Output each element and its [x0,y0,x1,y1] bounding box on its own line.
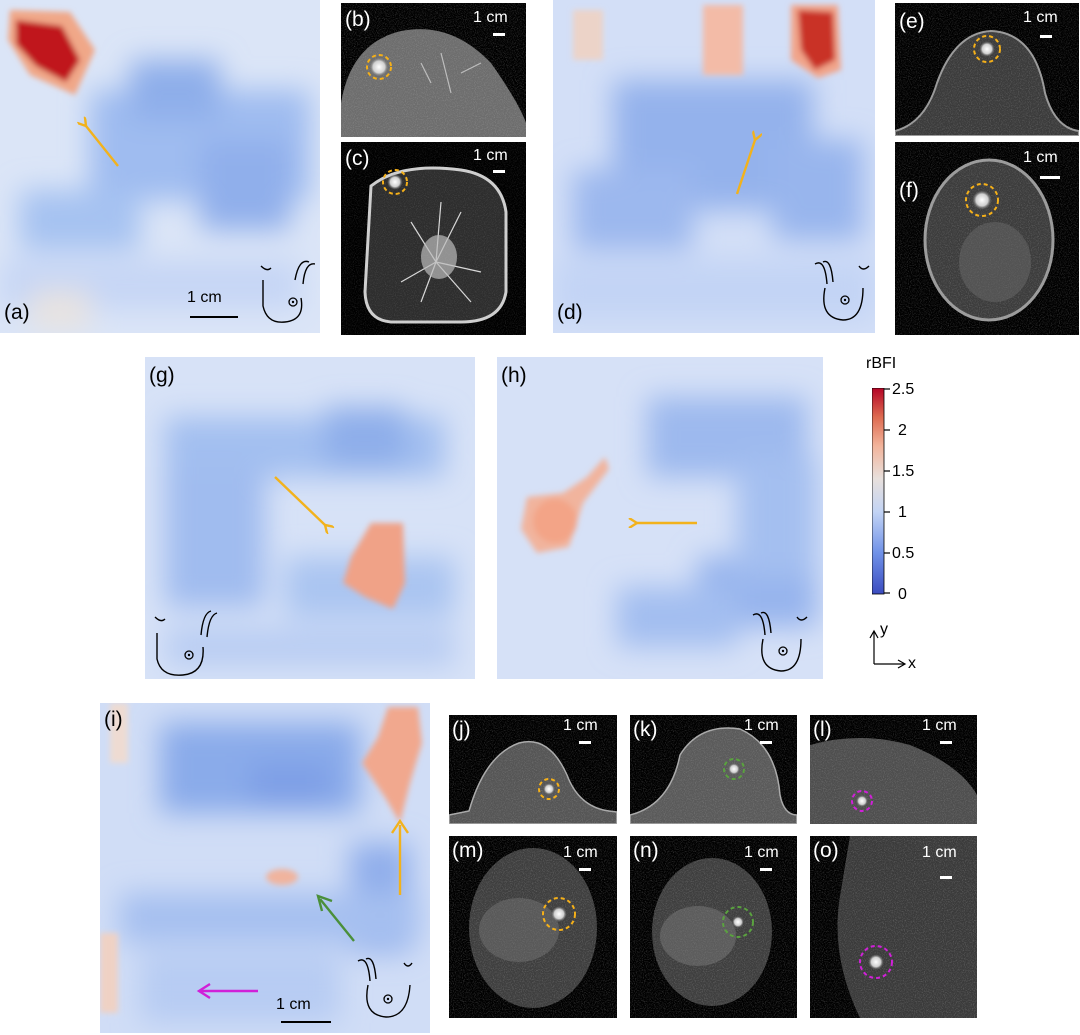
rbfi-heatmap [0,0,320,333]
breast-orientation-icon [260,260,315,323]
panel-label-i: (i) [104,708,123,731]
lesion-circle-green [723,758,745,780]
scale-label: 1 cm [563,844,598,861]
lesion-circle-yellow [382,169,408,195]
scale-bar [579,868,591,871]
scale-label: 1 cm [473,9,508,26]
scale-label: 1 cm [187,289,222,306]
panel-label-n: (n) [633,839,659,862]
breast-orientation-icon [357,957,413,1018]
breast-orientation-icon [752,611,808,672]
rbfi-heatmap [100,703,430,1033]
scale-label: 1 cm [922,717,957,734]
scale-label: 1 cm [473,147,508,164]
panel-label-k: (k) [633,718,658,741]
scale-label: 1 cm [1023,9,1058,26]
scale-bar [760,741,772,744]
panel-label-h: (h) [501,364,527,387]
rbfi-heatmap [497,357,823,679]
panel-f-mri: (f) 1 cm [895,142,1079,335]
panel-label-f: (f) [899,179,919,202]
panel-label-g: (g) [149,364,175,387]
panel-i-rbfi-map: (i) 1 cm [100,703,430,1033]
scale-bar [940,876,952,879]
panel-k-mri: (k) 1 cm [630,715,797,824]
scale-bar [1040,176,1060,179]
lesion-circle-magenta [851,790,873,812]
scale-label: 1 cm [744,844,779,861]
panel-b-mri: (b) 1 cm [341,3,526,137]
panel-l-mri: (l) 1 cm [810,715,977,824]
colorbar-gradient [872,388,890,595]
colorbar-title: rBFI [866,355,897,372]
colorbar-tick: 0.5 [892,545,915,562]
scale-bar [281,1021,331,1023]
lesion-circle-magenta [859,945,893,979]
rbfi-heatmap [553,0,875,333]
lesion-circle-yellow [965,183,999,217]
scale-bar [760,868,772,871]
colorbar-tick: 2.5 [892,381,915,398]
breast-orientation-icon [814,260,870,321]
panel-o-mri: (o) 1 cm [810,836,977,1018]
scale-label: 1 cm [744,717,779,734]
colorbar-tick: 0 [898,586,907,603]
colorbar-tick: 1.5 [892,463,915,480]
colorbar: rBFI 2.5 2 1.5 1 0.5 0 [848,356,958,606]
panel-g-rbfi-map: (g) [145,357,475,679]
panel-label-j: (j) [452,718,471,741]
scale-bar [190,316,238,318]
rbfi-heatmap [145,357,475,679]
scale-bar [493,170,505,173]
scale-label: 1 cm [276,996,311,1013]
lesion-circle-yellow [538,778,560,800]
panel-h-rbfi-map: (h) [497,357,823,679]
panel-e-mri: (e) 1 cm [895,3,1079,136]
panel-d-rbfi-map: (d) [553,0,875,333]
scale-bar [579,741,591,744]
scale-label: 1 cm [1023,149,1058,166]
arrow-yellow [274,476,325,525]
panel-a-rbfi-map: (a) 1 cm [0,0,320,333]
lesion-circle-yellow [973,35,1001,63]
axis-y-label: y [880,621,888,638]
breast-orientation-icon [154,610,218,676]
arrow-green [319,898,355,942]
xy-axes-indicator: y x [862,620,922,674]
panel-label-e: (e) [899,10,925,33]
panel-label-b: (b) [345,8,371,31]
lesion-circle-green [722,906,754,938]
panel-label-o: (o) [813,839,839,862]
scale-label: 1 cm [922,844,957,861]
panel-label-m: (m) [452,839,484,862]
scale-bar [940,741,952,744]
lesion-circle-yellow [366,54,392,80]
scale-label: 1 cm [563,717,598,734]
panel-label-a: (a) [4,301,30,324]
colorbar-tick: 1 [898,504,907,521]
scale-bar [1040,35,1052,38]
scale-bar [493,33,505,36]
panel-j-mri: (j) 1 cm [449,715,617,824]
panel-m-mri: (m) 1 cm [449,836,617,1018]
colorbar-tick: 2 [898,422,907,439]
arrow-yellow [86,126,119,167]
panel-label-c: (c) [345,147,370,170]
axis-x-label: x [908,655,916,672]
panel-label-l: (l) [813,718,832,741]
panel-label-d: (d) [557,301,583,324]
lesion-circle-yellow [542,897,576,931]
panel-n-mri: (n) 1 cm [630,836,797,1018]
panel-c-mri: (c) 1 cm [341,142,526,335]
arrow-yellow [735,140,755,195]
